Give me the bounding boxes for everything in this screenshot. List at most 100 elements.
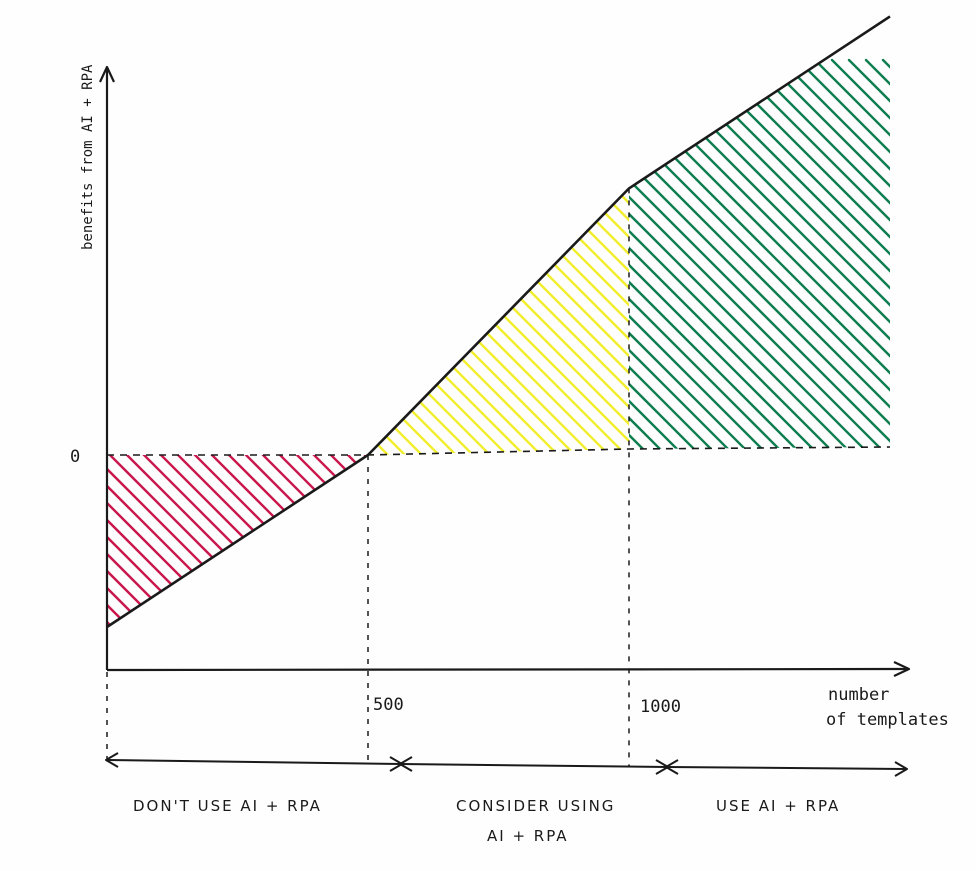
- hatch-stroke: [629, 58, 890, 450]
- hatch-stroke: [629, 58, 890, 450]
- x-axis-label-line1: number: [828, 685, 889, 705]
- hatch-stroke: [629, 58, 890, 450]
- hatch-stroke: [107, 455, 116, 627]
- hatch-stroke: [368, 188, 479, 455]
- hatch-stroke: [629, 58, 890, 450]
- hatch-stroke: [368, 188, 462, 455]
- hatch-stroke: [368, 188, 496, 455]
- hatch-stroke: [518, 188, 629, 455]
- hatch-stroke: [629, 58, 655, 450]
- hatch-stroke: [368, 188, 428, 455]
- hatch-stroke: [368, 188, 629, 455]
- x-tick-label-1000: 1000: [640, 697, 681, 717]
- hatch-stroke: [416, 188, 629, 455]
- y-axis: [99, 65, 115, 670]
- hatch-stroke: [629, 58, 689, 450]
- hatch-stroke: [368, 188, 377, 455]
- x-tick-label-500: 500: [373, 695, 404, 715]
- hatch-stroke: [629, 58, 890, 450]
- hatch-stroke: [368, 188, 445, 455]
- hatch-stroke: [629, 58, 638, 450]
- hatch-stroke: [107, 455, 368, 627]
- y-zero-label: 0: [70, 447, 80, 467]
- hatch-stroke: [779, 58, 890, 450]
- hatch-stroke: [368, 188, 629, 455]
- hatch-stroke: [629, 58, 672, 450]
- hatch-stroke: [629, 58, 859, 450]
- hatch-stroke: [620, 188, 629, 455]
- hatch-stroke: [847, 58, 890, 450]
- zero-baseline: [107, 446, 891, 456]
- x-axis: [106, 661, 911, 677]
- hatch-stroke: [629, 58, 825, 450]
- region-hatch-green: [629, 58, 890, 450]
- hatch-stroke: [629, 58, 890, 450]
- hatch-stroke: [107, 455, 368, 627]
- hatch-stroke: [881, 58, 890, 450]
- hatch-stroke: [359, 455, 368, 627]
- hatch-stroke: [629, 58, 890, 450]
- hatch-stroke: [368, 188, 629, 455]
- hatch-stroke: [0, 60, 358, 680]
- hatch-stroke: [368, 188, 629, 455]
- hatch-stroke: [107, 455, 368, 627]
- hatch-stroke: [368, 188, 629, 455]
- hatch-stroke: [368, 188, 629, 455]
- hatch-stroke: [629, 58, 890, 450]
- region-label-consider-line1: CONSIDER USING: [456, 797, 615, 815]
- hatch-stroke: [728, 58, 890, 450]
- hatch-stroke: [107, 455, 368, 627]
- region-label-use: USE AI + RPA: [716, 797, 840, 815]
- hatch-stroke: [629, 58, 876, 450]
- hatch-stroke: [629, 58, 890, 450]
- hatch-stroke: [368, 188, 629, 455]
- hatch-stroke: [368, 188, 394, 455]
- hatch-stroke: [368, 188, 629, 455]
- hatch-stroke: [107, 455, 368, 627]
- hatch-stroke: [368, 188, 629, 455]
- hatch-stroke: [368, 188, 629, 455]
- hatch-stroke: [107, 455, 269, 627]
- hatch-stroke: [629, 58, 890, 450]
- hatch-stroke: [629, 58, 774, 450]
- hatch-stroke: [629, 58, 842, 450]
- y-axis-label: benefits from AI + RPA: [80, 64, 96, 250]
- hatch-stroke: [107, 455, 368, 627]
- hatch-stroke: [368, 188, 513, 455]
- hatch-stroke: [368, 188, 629, 455]
- hatch-stroke: [368, 188, 411, 455]
- hatch-stroke: [107, 455, 133, 627]
- benefit-line: [106, 15, 891, 629]
- hatch-stroke: [107, 455, 368, 627]
- region-label-dont-use: DON'T USE AI + RPA: [133, 797, 322, 815]
- hatch-stroke: [368, 188, 629, 455]
- hatch-stroke: [107, 455, 368, 627]
- hatch-stroke: [629, 58, 808, 450]
- hatch-stroke: [629, 58, 890, 450]
- region-hatch-yellow: [0, 60, 629, 680]
- hatch-stroke: [629, 58, 890, 450]
- hatch-stroke: [107, 455, 368, 627]
- hatch-stroke: [107, 455, 368, 627]
- hatch-stroke: [629, 58, 890, 450]
- hatch-stroke: [629, 58, 890, 450]
- hatch-stroke: [107, 455, 368, 627]
- hatch-stroke: [629, 58, 757, 450]
- hatch-stroke: [107, 455, 368, 627]
- hatch-stroke: [107, 455, 368, 627]
- hatch-stroke: [711, 58, 890, 450]
- hatch-stroke: [643, 58, 890, 450]
- hatch-stroke: [107, 455, 354, 627]
- hatch-stroke: [586, 188, 629, 455]
- hatch-stroke: [107, 455, 368, 627]
- hatch-stroke: [694, 58, 890, 450]
- hatch-stroke: [368, 188, 629, 455]
- hatch-stroke: [107, 455, 303, 627]
- hatch-stroke: [107, 455, 252, 627]
- hatch-stroke: [368, 188, 629, 455]
- hatch-stroke: [629, 58, 890, 450]
- region-label-consider-line2: AI + RPA: [487, 827, 569, 845]
- hatch-stroke: [629, 58, 706, 450]
- hatch-stroke: [629, 58, 791, 450]
- hatch-stroke: [629, 58, 890, 450]
